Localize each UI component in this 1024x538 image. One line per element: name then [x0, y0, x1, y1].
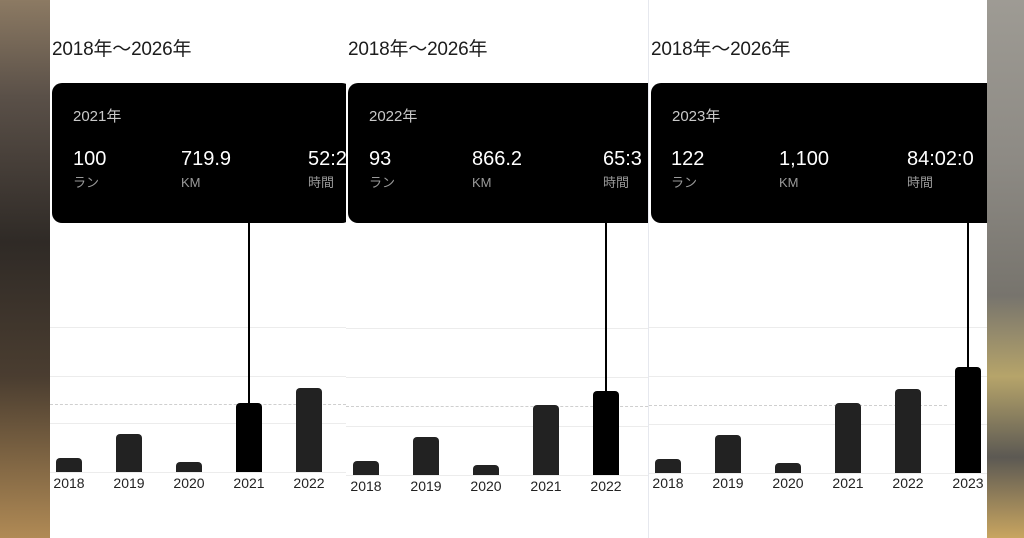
x-axis-label: 2021	[832, 475, 864, 491]
x-axis-label: 2020	[470, 478, 502, 494]
chart-panel-2021: 2018年〜2026年 2021年 100 ラン 719.9 KM 52:2 時…	[50, 0, 346, 538]
stat-value: 122	[671, 148, 705, 170]
gridline	[649, 424, 987, 425]
stat-distance: 1,100 KM	[779, 147, 829, 191]
date-range-title: 2018年〜2026年	[348, 39, 488, 60]
x-axis-label: 2018	[652, 475, 684, 491]
year-summary-tooltip: 2022年 93 ラン 866.2 KM 65:3 時間	[348, 83, 648, 223]
bar-2018[interactable]	[56, 458, 82, 472]
bar-2020[interactable]	[473, 465, 499, 475]
bar-2021[interactable]	[533, 405, 559, 475]
date-range-title: 2018年〜2026年	[651, 39, 791, 60]
stat-label: KM	[181, 175, 201, 190]
stat-label: ラン	[73, 175, 100, 190]
gridline	[50, 376, 346, 377]
chart-panel-2022: 2018年〜2026年 2022年 93 ラン 866.2 KM 65:3 時間…	[346, 0, 648, 538]
bar-2018[interactable]	[655, 459, 681, 473]
x-axis-label: 2020	[173, 475, 205, 491]
average-line	[649, 405, 947, 406]
x-axis-label: 2020	[772, 475, 804, 491]
stat-runs: 100 ラン	[73, 147, 106, 191]
bar-2020[interactable]	[775, 463, 801, 473]
tooltip-pointer-line	[248, 223, 250, 404]
stat-runs: 93 ラン	[369, 147, 395, 191]
stat-value: 65:3	[603, 148, 642, 170]
bar-2019[interactable]	[116, 434, 142, 472]
background-photo-left	[0, 0, 50, 538]
date-range-title: 2018年〜2026年	[52, 39, 192, 60]
stat-distance: 719.9 KM	[181, 147, 231, 191]
stat-time: 84:02:0 時間	[907, 147, 974, 191]
x-axis-label: 2019	[410, 478, 442, 494]
stat-value: 100	[73, 148, 107, 170]
stat-value: 52:2	[308, 148, 346, 170]
x-axis-label: 2021	[233, 475, 265, 491]
gridline	[346, 328, 648, 329]
background-photo-right	[987, 0, 1024, 538]
x-axis-label: 2021	[530, 478, 562, 494]
stat-label: 時間	[907, 175, 934, 190]
year-summary-tooltip: 2021年 100 ラン 719.9 KM 52:2 時間	[52, 83, 346, 223]
stat-label: 時間	[603, 175, 630, 190]
x-axis-label: 2022	[293, 475, 325, 491]
panel-divider	[648, 0, 649, 538]
stat-label: 時間	[308, 175, 335, 190]
tooltip-pointer-line	[967, 223, 969, 367]
baseline	[346, 475, 648, 476]
bar-2019[interactable]	[715, 435, 741, 473]
tooltip-year: 2023年	[672, 108, 721, 125]
tooltip-pointer-line	[605, 223, 607, 391]
bar-2021[interactable]	[236, 403, 262, 472]
x-axis-label: 2022	[590, 478, 622, 494]
x-axis-label: 2019	[712, 475, 744, 491]
stat-value: 1,100	[779, 148, 830, 170]
stat-label: ラン	[671, 175, 698, 190]
bar-2022[interactable]	[593, 391, 619, 475]
gridline	[346, 426, 648, 427]
stat-time: 52:2 時間	[308, 147, 346, 191]
gridline	[649, 376, 987, 377]
x-axis-label: 2019	[113, 475, 145, 491]
stat-runs: 122 ラン	[671, 147, 704, 191]
gridline	[346, 377, 648, 378]
average-line	[346, 406, 648, 407]
stat-label: ラン	[369, 175, 396, 190]
stat-value: 866.2	[472, 148, 523, 170]
gridline	[50, 423, 346, 424]
stat-value: 719.9	[181, 148, 232, 170]
stat-value: 84:02:0	[907, 148, 974, 170]
bar-2022[interactable]	[895, 389, 921, 473]
tooltip-year: 2022年	[369, 108, 418, 125]
year-summary-tooltip: 2023年 122 ラン 1,100 KM 84:02:0 時間	[651, 83, 987, 223]
chart-panel-2023: 2018年〜2026年 2023年 122 ラン 1,100 KM 84:02:…	[649, 0, 987, 538]
x-axis-label: 2018	[53, 475, 85, 491]
x-axis-label: 2023	[952, 475, 984, 491]
bar-2023[interactable]	[955, 367, 981, 473]
bar-2022[interactable]	[296, 388, 322, 472]
baseline	[50, 472, 346, 473]
average-line	[50, 404, 346, 405]
gridline	[649, 327, 987, 328]
stat-time: 65:3 時間	[603, 147, 642, 191]
x-axis-label: 2018	[350, 478, 382, 494]
bar-2018[interactable]	[353, 461, 379, 475]
x-axis-label: 2022	[892, 475, 924, 491]
stat-label: KM	[779, 175, 799, 190]
tooltip-year: 2021年	[73, 108, 122, 125]
stat-value: 93	[369, 148, 392, 170]
gridline	[50, 327, 346, 328]
bar-2019[interactable]	[413, 437, 439, 475]
stat-label: KM	[472, 175, 492, 190]
bar-2021[interactable]	[835, 403, 861, 473]
stat-distance: 866.2 KM	[472, 147, 522, 191]
bar-2020[interactable]	[176, 462, 202, 472]
baseline	[649, 473, 987, 474]
